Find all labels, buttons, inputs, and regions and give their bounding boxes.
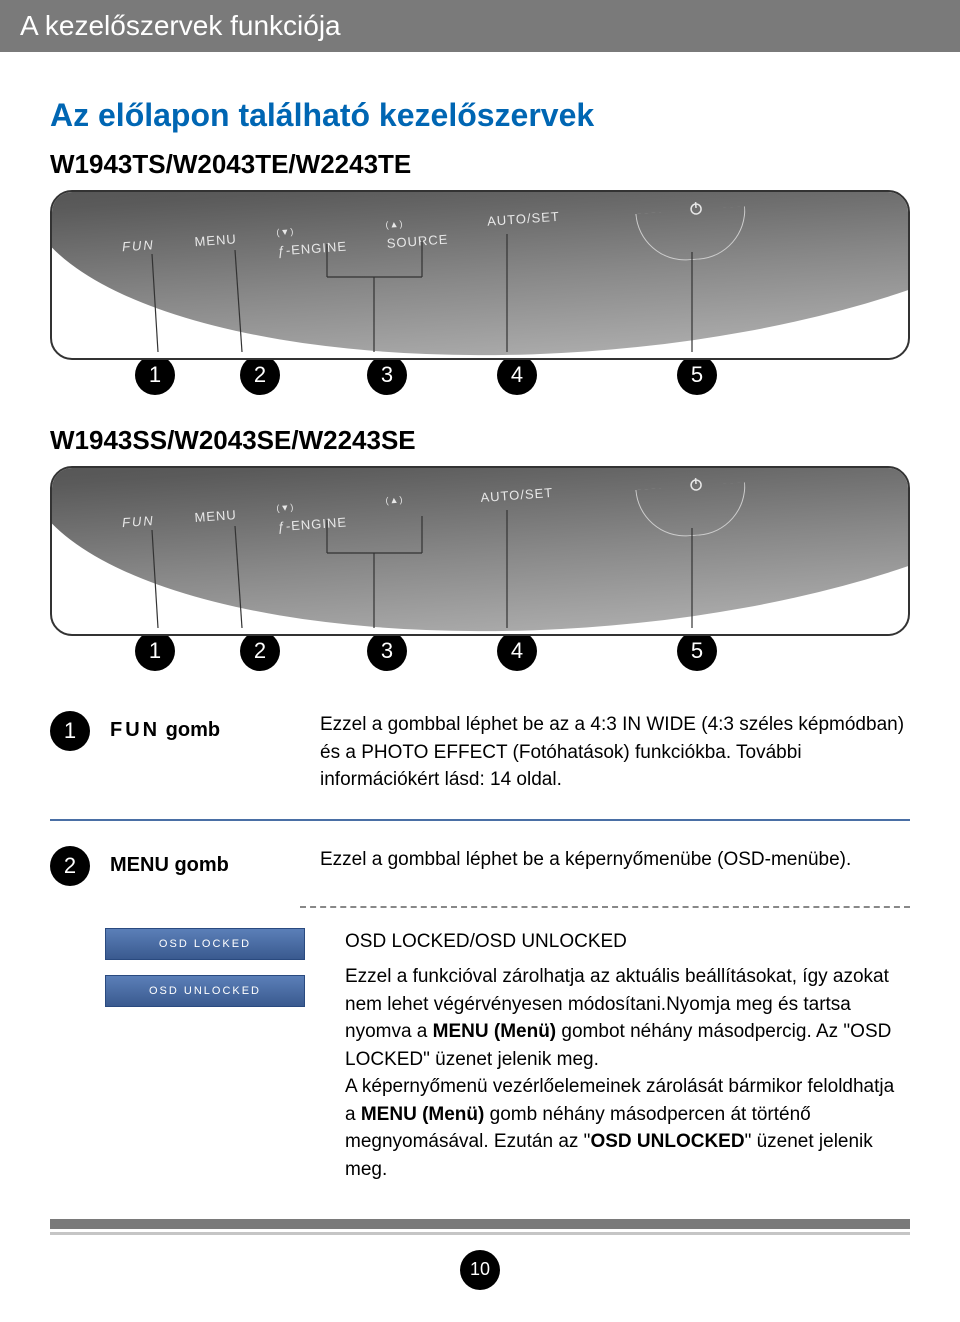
model-label-2: W1943SS/W2043SE/W2243SE (50, 425, 910, 456)
btn-label-fun: FUN (121, 237, 156, 269)
section-1-label: FUN gomb (110, 719, 300, 742)
section-1-desc: Ezzel a gombbal léphet be az a 4:3 IN WI… (320, 711, 910, 794)
monitor-panel-1: FUN MENU (▼)ƒ-ENGINE (▲)SOURCE AUTO/SET (50, 190, 910, 360)
osd-section: OSD LOCKED OSD UNLOCKED OSD LOCKED/OSD U… (50, 928, 910, 1184)
section-2: 2 MENU gomb Ezzel a gombbal léphet be a … (50, 846, 910, 886)
btn-label-menu: MENU (194, 507, 238, 540)
section-num: 1 (50, 711, 90, 751)
num-circle: 4 (497, 631, 537, 671)
model-label-1: W1943TS/W2043TE/W2243TE (50, 149, 910, 180)
num-circle: 3 (367, 631, 407, 671)
page-header: A kezelőszervek funkciója (0, 0, 960, 52)
osd-locked-box: OSD LOCKED (105, 928, 305, 960)
num-row-1: 1 2 3 4 5 (155, 355, 910, 395)
section-2-label: MENU gomb (110, 854, 300, 877)
btn-label-engine: (▼)ƒ-ENGINE (276, 224, 347, 259)
footer-bar-dark (50, 1219, 910, 1229)
section-2-desc: Ezzel a gombbal léphet be a képernyőmenü… (320, 846, 851, 874)
btn-label-blank: (▲) (385, 493, 442, 527)
btn-label-menu: MENU (194, 231, 238, 264)
power-icon (687, 475, 704, 492)
divider-blue (50, 819, 910, 821)
num-circle: 2 (240, 355, 280, 395)
num-circle: 5 (677, 631, 717, 671)
footer-bar-light (50, 1232, 910, 1235)
num-circle: 4 (497, 355, 537, 395)
btn-label-source: (▲)SOURCE (385, 217, 449, 251)
btn-label-autoset: AUTO/SET (480, 485, 555, 520)
num-circle: 1 (135, 355, 175, 395)
section-subtitle: Az előlapon található kezelőszervek (50, 97, 910, 134)
btn-label-fun: FUN (121, 513, 156, 545)
num-circle: 1 (135, 631, 175, 671)
btn-label-engine: (▼)ƒ-ENGINE (276, 499, 347, 534)
monitor-panel-2: FUN MENU (▼)ƒ-ENGINE (▲) AUTO/SET (50, 466, 910, 636)
section-1: 1 FUN gomb Ezzel a gombbal léphet be az … (50, 711, 910, 794)
num-circle: 2 (240, 631, 280, 671)
osd-title: OSD LOCKED/OSD UNLOCKED (345, 928, 910, 956)
num-circle: 5 (677, 355, 717, 395)
num-row-2: 1 2 3 4 5 (155, 631, 910, 671)
osd-unlocked-box: OSD UNLOCKED (105, 975, 305, 1007)
power-icon (687, 199, 704, 216)
btn-label-autoset: AUTO/SET (487, 209, 562, 244)
divider-dashed (300, 906, 910, 908)
page-number: 10 (460, 1250, 500, 1290)
section-num: 2 (50, 846, 90, 886)
osd-description: OSD LOCKED/OSD UNLOCKED Ezzel a funkcióv… (345, 928, 910, 1184)
num-circle: 3 (367, 355, 407, 395)
page-title: A kezelőszervek funkciója (20, 10, 341, 41)
